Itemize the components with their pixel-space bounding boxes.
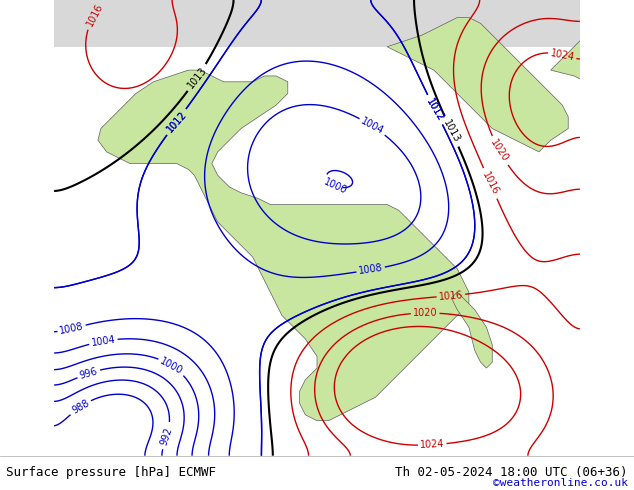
- Text: 988: 988: [70, 398, 91, 416]
- Polygon shape: [387, 18, 568, 152]
- Text: 1004: 1004: [91, 335, 116, 348]
- Text: Surface pressure [hPa] ECMWF: Surface pressure [hPa] ECMWF: [6, 466, 216, 479]
- Text: Th 02-05-2024 18:00 UTC (06+36): Th 02-05-2024 18:00 UTC (06+36): [395, 466, 628, 479]
- Text: 1012: 1012: [424, 97, 446, 123]
- Text: 1020: 1020: [489, 138, 510, 164]
- Text: 1016: 1016: [84, 1, 105, 27]
- Text: 1012: 1012: [165, 109, 188, 134]
- Text: 1000: 1000: [323, 176, 349, 196]
- Text: 1016: 1016: [480, 170, 500, 196]
- Text: 1024: 1024: [420, 439, 444, 450]
- Text: 1012: 1012: [165, 109, 188, 134]
- Text: 1016: 1016: [438, 290, 463, 301]
- Text: 1013: 1013: [185, 65, 209, 90]
- Text: 1008: 1008: [358, 263, 384, 276]
- Text: 1020: 1020: [413, 308, 437, 318]
- Text: 1008: 1008: [59, 321, 85, 336]
- Polygon shape: [451, 292, 492, 368]
- Text: 1004: 1004: [359, 116, 385, 137]
- Text: 1012: 1012: [424, 97, 446, 123]
- Text: 996: 996: [79, 366, 99, 381]
- Text: 992: 992: [159, 425, 174, 446]
- Polygon shape: [54, 0, 580, 47]
- Text: 1000: 1000: [158, 356, 184, 376]
- Text: 1013: 1013: [441, 118, 462, 145]
- Text: ©weatheronline.co.uk: ©weatheronline.co.uk: [493, 478, 628, 488]
- Polygon shape: [551, 18, 634, 105]
- Text: 1024: 1024: [549, 48, 576, 62]
- Polygon shape: [98, 70, 469, 420]
